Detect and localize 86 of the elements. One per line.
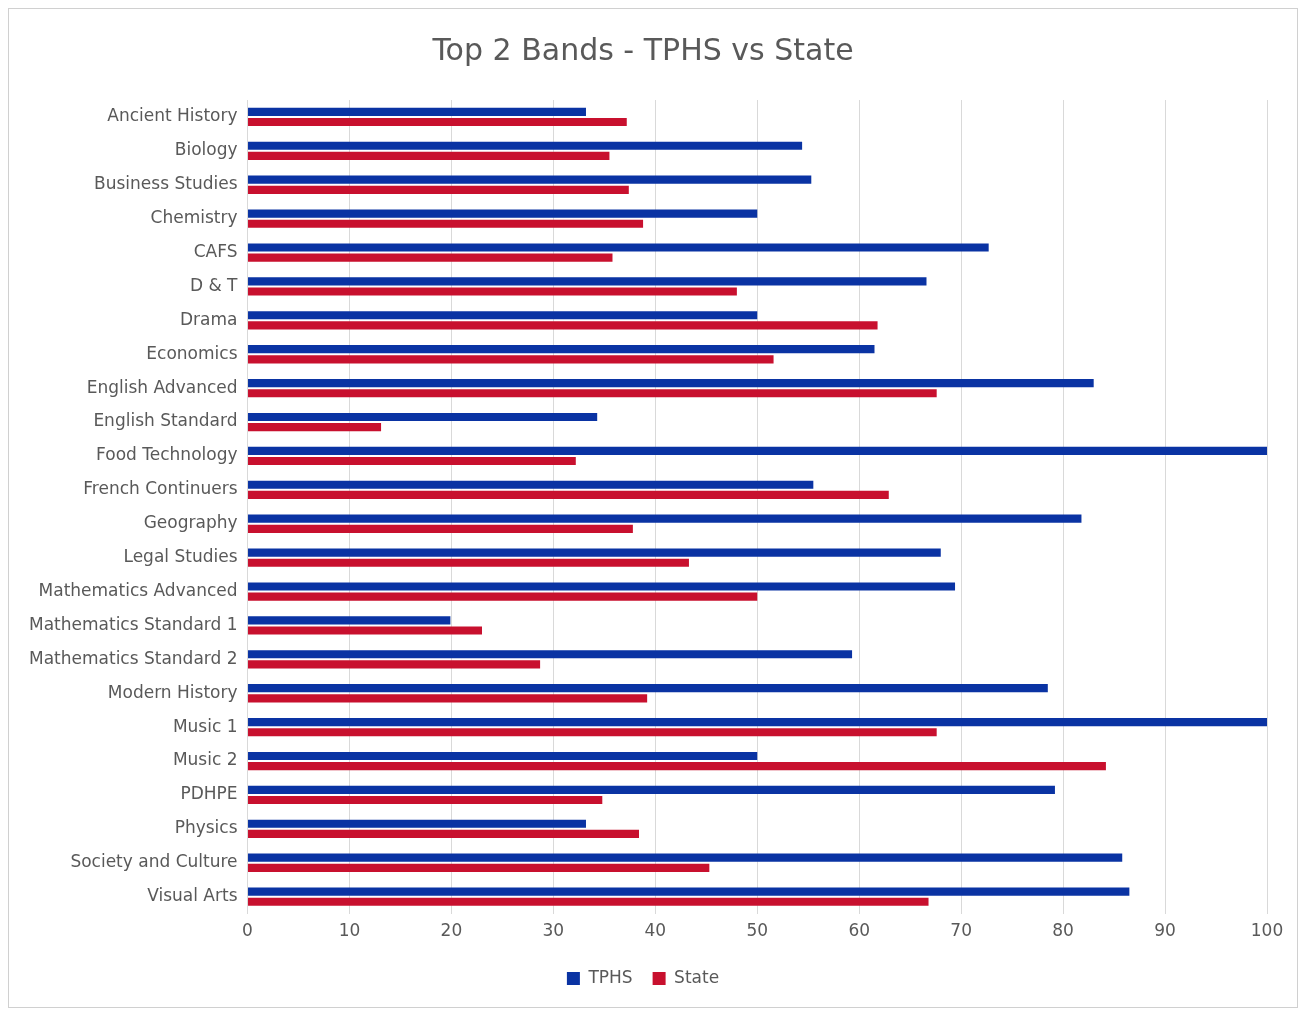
y-tick-label: Music 2 [172, 749, 238, 770]
x-tick-label: 90 [1154, 920, 1176, 941]
x-tick-label: 40 [644, 920, 667, 941]
y-tick-label: Legal Studies [123, 546, 238, 567]
bar [248, 287, 737, 296]
bar [248, 490, 889, 499]
y-tick-label: English Advanced [86, 376, 238, 397]
bar [248, 151, 610, 160]
bar [248, 762, 1106, 771]
bar [248, 558, 689, 567]
x-tick-label: 0 [242, 920, 253, 941]
bar [248, 253, 613, 262]
y-tick-label: D & T [189, 274, 239, 295]
x-tick-label: 10 [338, 920, 361, 941]
y-tick-label: Food Technology [96, 444, 238, 465]
y-tick-label: Physics [174, 817, 238, 838]
y-tick-label: Geography [143, 512, 238, 533]
bar [248, 480, 814, 489]
bar [248, 819, 586, 828]
bar [248, 243, 989, 252]
y-tick-label: Biology [174, 139, 238, 160]
y-tick-label: Drama [180, 308, 238, 329]
bar [248, 423, 382, 432]
y-tick-label: CAFS [193, 240, 238, 261]
x-tick-label: 20 [440, 920, 463, 941]
bar [248, 853, 1123, 862]
bar [248, 185, 629, 194]
bar [248, 728, 937, 737]
y-tick-label: Society and Culture [70, 851, 238, 872]
bar [248, 175, 812, 184]
y-tick-label: Ancient History [107, 105, 238, 126]
y-tick-label: Modern History [107, 681, 238, 702]
bar [248, 524, 633, 533]
bar [248, 446, 1267, 455]
y-tick-label: English Standard [93, 410, 238, 431]
bar [248, 345, 875, 354]
y-tick-label: Chemistry [150, 207, 238, 228]
bar [248, 412, 598, 422]
bar [248, 684, 1048, 693]
bar [248, 626, 482, 635]
x-tick-label: 100 [1250, 920, 1284, 941]
bar [248, 650, 853, 659]
bar [248, 141, 803, 150]
bar [248, 548, 941, 557]
bar [248, 321, 878, 330]
bar [248, 660, 541, 669]
bar [248, 456, 576, 466]
bar [248, 887, 1130, 896]
bar [248, 785, 1055, 794]
y-tick-label: Mathematics Advanced [38, 579, 238, 600]
bar [248, 718, 1267, 727]
x-tick-label: 30 [542, 920, 565, 941]
bar [248, 592, 758, 601]
bar [248, 389, 937, 398]
bar [248, 795, 603, 805]
bar [248, 616, 451, 625]
y-tick-label: Visual Arts [147, 885, 238, 906]
bar [248, 863, 710, 872]
bar [248, 694, 648, 703]
bar [248, 209, 758, 218]
legend-label: State [674, 966, 720, 987]
bar [248, 277, 927, 286]
y-tick-label: Economics [146, 342, 238, 363]
bar [248, 107, 586, 116]
chart-title: Top 2 Bands - TPHS vs State [431, 31, 854, 67]
y-tick-label: Mathematics Standard 2 [29, 647, 238, 668]
bar [248, 379, 1094, 388]
y-tick-label: Music 1 [172, 715, 238, 736]
y-tick-label: French Continuers [83, 478, 238, 499]
bar [248, 117, 627, 127]
bar [248, 514, 1082, 523]
y-tick-label: PDHPE [180, 783, 238, 804]
x-tick-label: 70 [950, 920, 972, 941]
bar [248, 311, 758, 320]
bar [248, 582, 956, 591]
bar [248, 751, 758, 761]
x-tick-label: 80 [1052, 920, 1074, 941]
bar [248, 829, 639, 838]
x-tick-label: 50 [746, 920, 769, 941]
bar [248, 355, 774, 364]
y-tick-label: Mathematics Standard 1 [29, 613, 238, 634]
legend-label: TPHS [587, 966, 633, 987]
bar [248, 219, 644, 228]
bar [248, 897, 929, 906]
x-tick-label: 60 [848, 920, 871, 941]
y-tick-label: Business Studies [94, 173, 238, 194]
